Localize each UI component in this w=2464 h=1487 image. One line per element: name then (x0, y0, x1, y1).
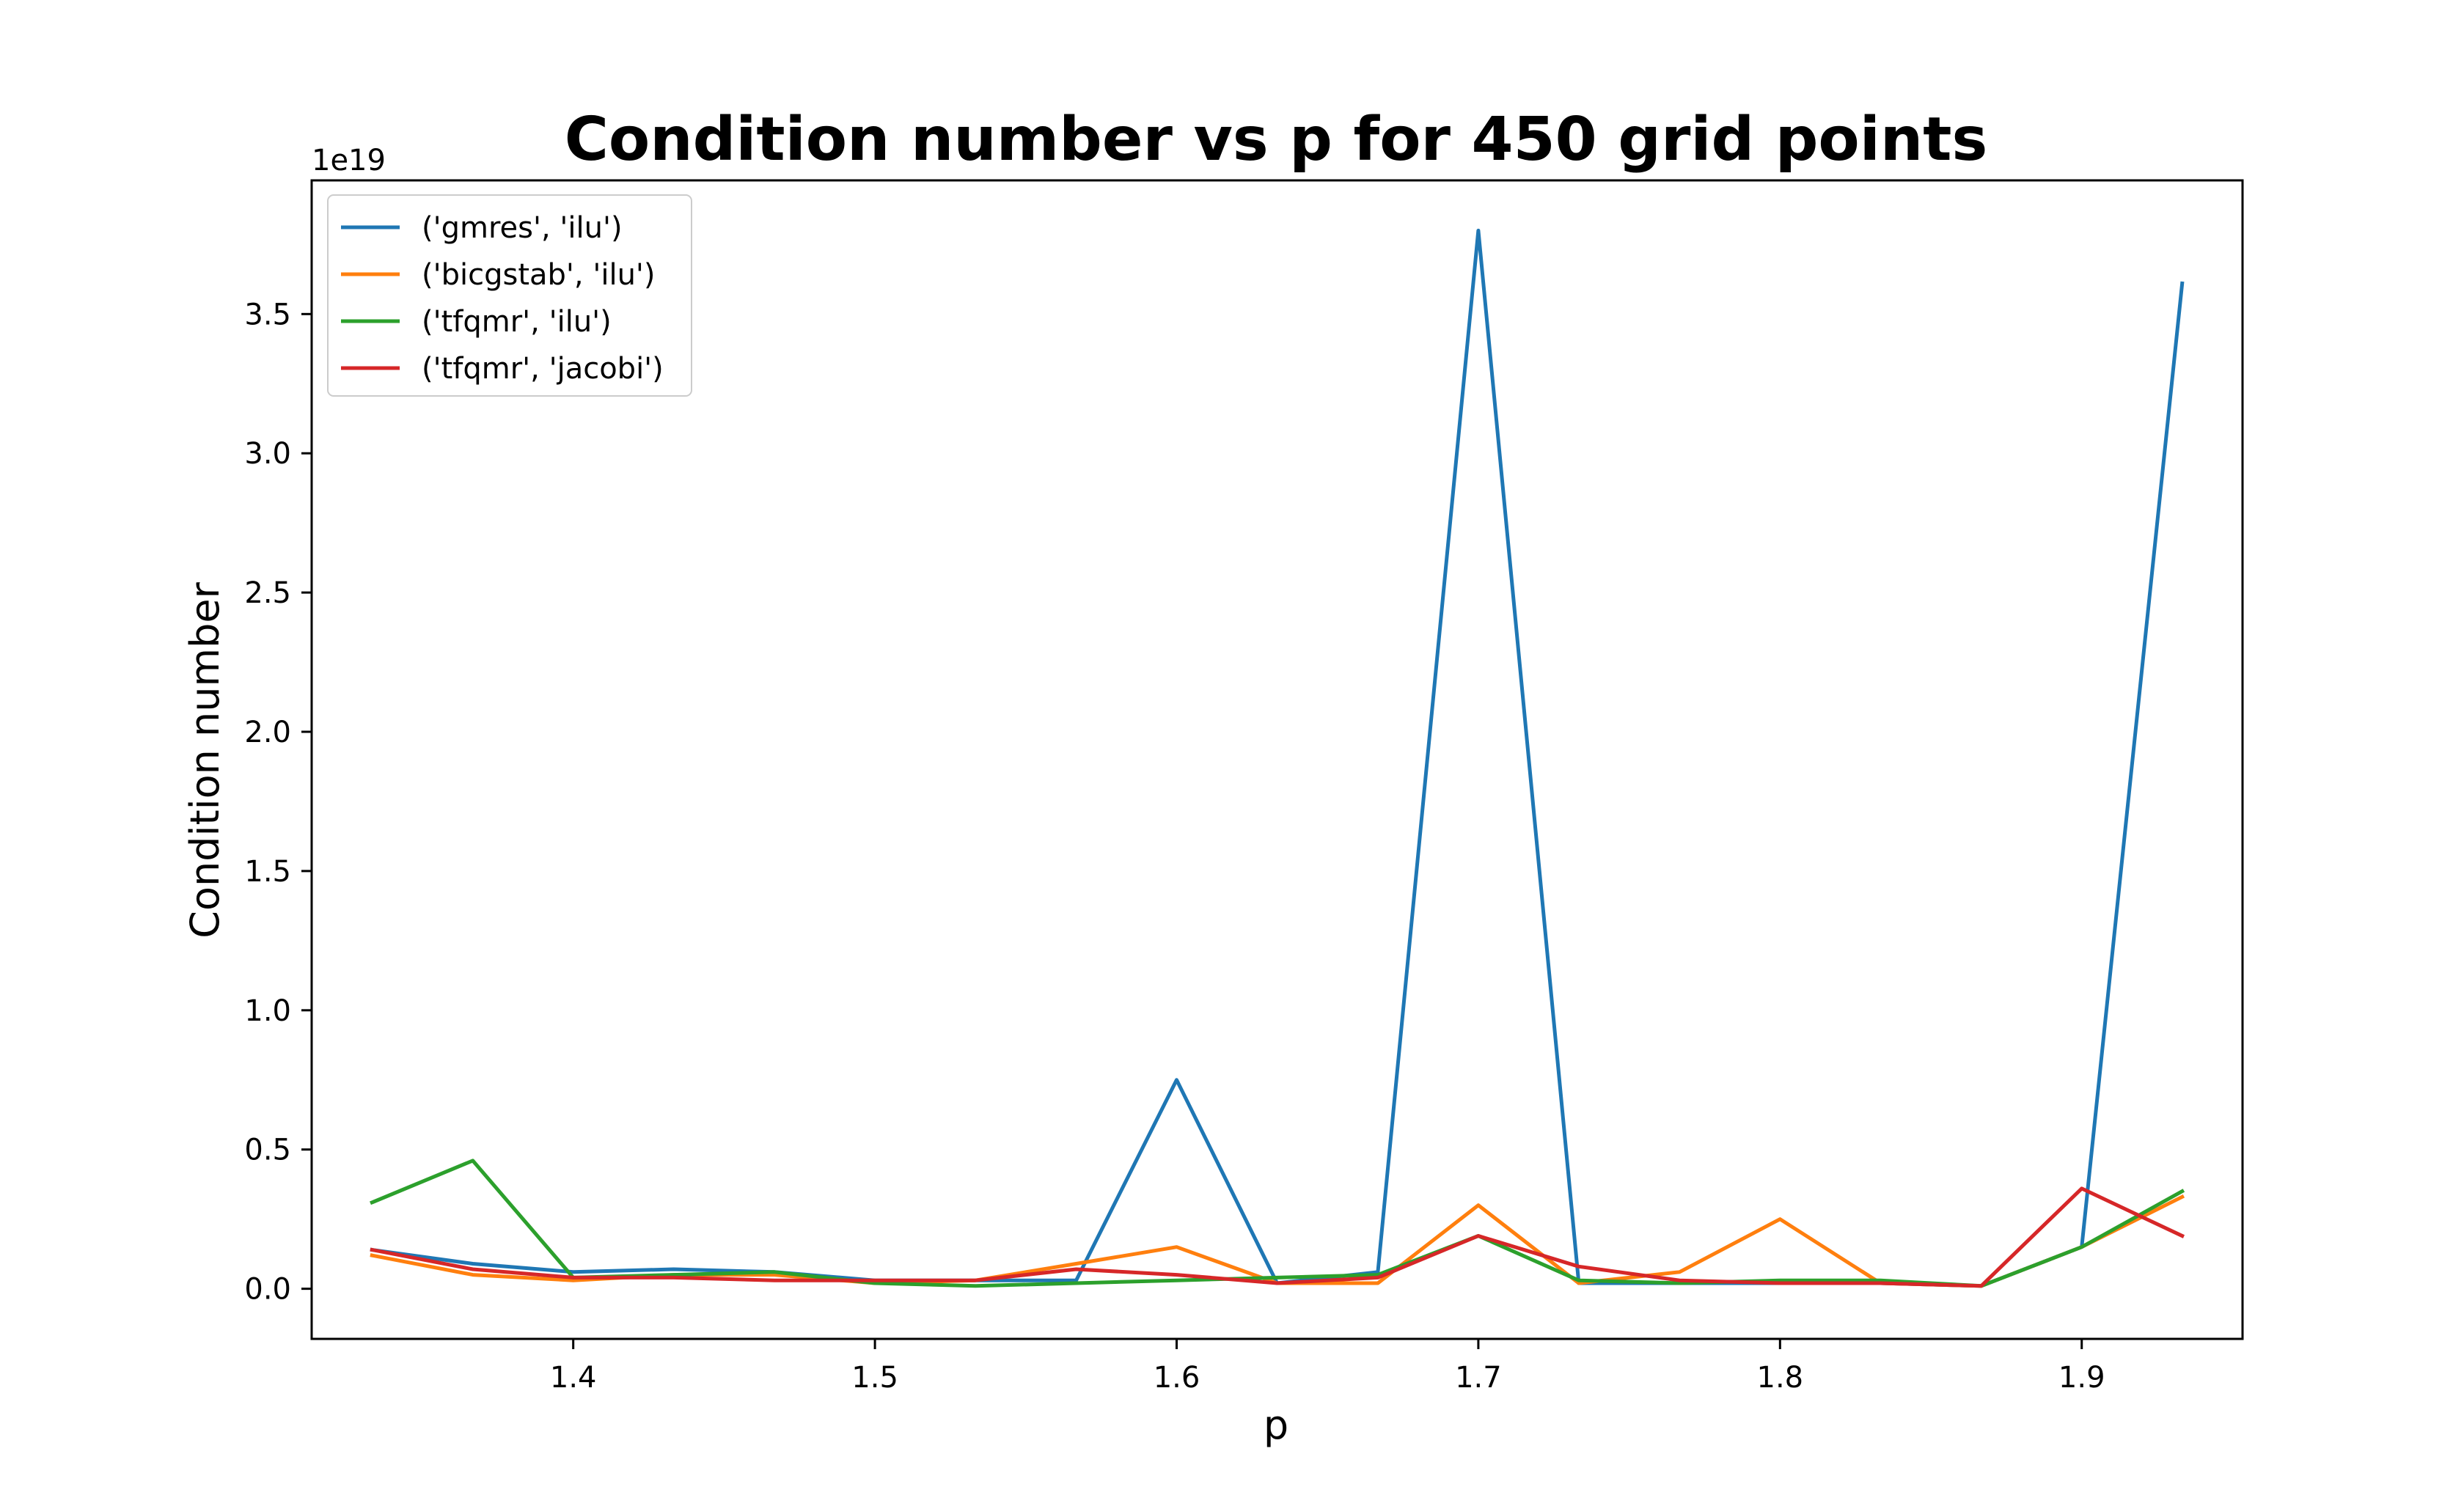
y-axis-label: Condition number (182, 581, 228, 938)
y-tick-label: 3.0 (244, 437, 291, 471)
legend-entry: ('bicgstab', 'ilu') (422, 258, 656, 292)
y-tick-label: 0.5 (244, 1134, 291, 1167)
x-tick-label: 1.7 (1455, 1361, 1502, 1395)
y-tick-label: 0.0 (244, 1273, 291, 1307)
series-line-3 (370, 1159, 2185, 1288)
y-tick-label: 3.5 (244, 298, 291, 331)
y-tick-label: 2.0 (244, 716, 291, 749)
legend-box (327, 194, 692, 397)
y-tick-label: 1.5 (244, 855, 291, 889)
x-axis-label: p (1264, 1402, 1288, 1448)
series-line-4 (370, 1186, 2185, 1288)
x-tick-label: 1.9 (2058, 1361, 2105, 1395)
y-tick-label: 2.5 (244, 576, 291, 610)
legend-entry: ('tfqmr', 'ilu') (422, 305, 612, 339)
x-tick-label: 1.5 (851, 1361, 898, 1395)
legend-entry: ('tfqmr', 'jacobi') (422, 352, 664, 386)
plot-area: 1.4 1.5 1.6 1.7 1.8 1.9 0.0 0.5 1.0 1.5 2.0 2.5 3.0 3… (244, 179, 2244, 1395)
legend-entry: ('gmres', 'ilu') (422, 211, 623, 245)
legend: ('gmres', 'ilu') ('bicgstab', 'ilu') ('tfq… (327, 194, 692, 397)
x-tick-label: 1.4 (550, 1361, 597, 1395)
x-tick-label: 1.6 (1154, 1361, 1200, 1395)
x-tick-label: 1.8 (1757, 1361, 1804, 1395)
chart-title: Condition number vs p for 450 grid point… (565, 105, 1988, 175)
y-offset-label: 1e19 (312, 144, 386, 177)
axes-frame (310, 179, 2244, 1340)
y-tick-label: 1.0 (244, 994, 291, 1028)
